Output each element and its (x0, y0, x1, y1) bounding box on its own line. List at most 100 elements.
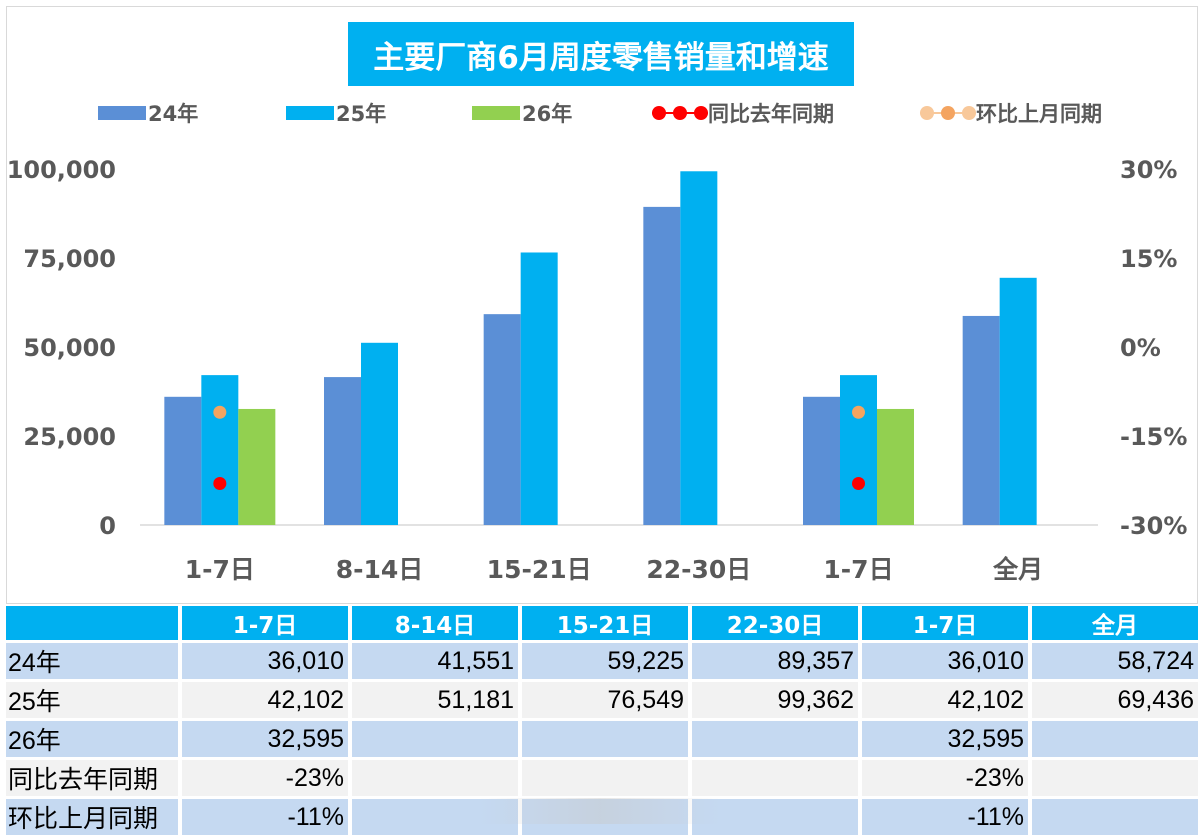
point-环比上月同期-0 (213, 405, 227, 419)
bar-25年-3 (680, 171, 718, 525)
data-table: 1-7日 8-14日 15-21日 22-30日 1-7日 全月 24年 36,010 41,5… (2, 603, 1202, 838)
bar-25年-5 (999, 277, 1037, 525)
table-cell: 58,724 (1032, 643, 1198, 679)
table-cell: 59,225 (522, 643, 688, 679)
table-row-label: 26年 (6, 721, 178, 757)
right-axis-tick-label: 30% (1120, 156, 1177, 184)
x-axis-ticks: 1-7日 8-14日 15-21日 22-30日 1-7日 全月 (185, 555, 1043, 584)
table-header-cell: 8-14日 (352, 606, 518, 640)
left-axis-ticks: 0 25,000 50,000 75,000 100,000 (7, 156, 116, 540)
table-cell: 99,362 (692, 682, 858, 718)
legend-label-yoy: 同比去年同期 (708, 102, 834, 126)
legend-label-24: 24年 (148, 102, 199, 126)
table-cell (692, 799, 858, 835)
right-axis-ticks: -30% -15% 0% 15% 30% (1120, 156, 1187, 540)
table-cell (352, 721, 518, 757)
left-axis-tick-label: 50,000 (23, 334, 116, 362)
table-header-cell: 1-7日 (862, 606, 1028, 640)
point-环比上月同期-4 (852, 405, 865, 419)
table-row-label: 同比去年同期 (6, 760, 178, 796)
table-cell: 42,102 (182, 682, 348, 718)
bar-24年-2 (483, 314, 521, 525)
table-cell (352, 760, 518, 796)
bar-25年-1 (361, 342, 398, 525)
table-cell: -11% (862, 799, 1028, 835)
left-axis-tick-label: 0 (99, 512, 116, 540)
legend-swatch-25 (286, 106, 334, 120)
right-axis-tick-label: 15% (1120, 245, 1177, 273)
table-cell: 69,436 (1032, 682, 1198, 718)
table-cell: 42,102 (862, 682, 1028, 718)
table-row-label: 24年 (6, 643, 178, 679)
x-tick-label: 1-7日 (823, 555, 893, 584)
table-header-cell (6, 606, 178, 640)
table-cell (1032, 799, 1198, 835)
table-row: 同比去年同期 -23% -23% (6, 760, 1198, 796)
table-cell: 32,595 (182, 721, 348, 757)
table-row: 26年 32,595 32,595 (6, 721, 1198, 757)
legend-item-24: 24年 (98, 98, 198, 128)
x-tick-label: 全月 (992, 555, 1043, 584)
point-同比去年同期-4 (852, 476, 865, 490)
table-cell: 89,357 (692, 643, 858, 679)
bar-25年-2 (520, 252, 558, 525)
left-axis-tick-label: 25,000 (23, 423, 116, 451)
legend-item-yoy: 同比去年同期 (652, 98, 834, 128)
table-cell: 32,595 (862, 721, 1028, 757)
table-cell (522, 760, 688, 796)
point-同比去年同期-0 (213, 476, 227, 490)
table-header-cell: 15-21日 (522, 606, 688, 640)
table-row: 25年 42,102 51,181 76,549 99,362 42,102 69,436 (6, 682, 1198, 718)
table-header-cell: 22-30日 (692, 606, 858, 640)
bar-26年-4 (877, 408, 914, 525)
legend-label-26: 26年 (522, 102, 573, 126)
chart-title: 主要厂商6月周度零售销量和增速 (348, 22, 854, 86)
legend-marker-mom (920, 105, 976, 121)
legend-label-25: 25年 (336, 102, 387, 126)
table-cell (1032, 721, 1198, 757)
table-cell: 41,551 (352, 643, 518, 679)
points-group (213, 405, 865, 490)
legend-marker-yoy (652, 105, 708, 121)
bar-24年-5 (962, 315, 1000, 525)
bar-24年-0 (164, 396, 202, 525)
left-axis-tick-label: 100,000 (7, 156, 116, 184)
bar-25年-0 (201, 375, 239, 525)
x-tick-label: 22-30日 (646, 555, 751, 584)
bar-24年-1 (324, 377, 361, 525)
table-row: 环比上月同期 -11% -11% (6, 799, 1198, 835)
watermark (480, 798, 720, 824)
table-row-label: 环比上月同期 (6, 799, 178, 835)
table-cell (522, 799, 688, 835)
table-cell: -11% (182, 799, 348, 835)
table-cell (1032, 760, 1198, 796)
x-tick-label: 1-7日 (185, 555, 255, 584)
legend-label-mom: 环比上月同期 (976, 102, 1102, 126)
table-cell: 76,549 (522, 682, 688, 718)
bar-26年-0 (238, 408, 276, 525)
bar-25年-4 (840, 375, 877, 525)
legend-item-25: 25年 (286, 98, 386, 128)
chart-legend: 24年 25年 26年 同比去年同期 环比上月同期 (0, 98, 1204, 128)
table-cell (522, 721, 688, 757)
table-cell: 36,010 (182, 643, 348, 679)
right-axis-tick-label: -30% (1120, 512, 1187, 540)
left-axis-tick-label: 75,000 (23, 245, 116, 273)
table-cell (692, 760, 858, 796)
legend-swatch-26 (472, 106, 520, 120)
bar-24年-3 (643, 206, 681, 525)
table-row-label: 25年 (6, 682, 178, 718)
legend-swatch-24 (98, 106, 146, 120)
table-cell (692, 721, 858, 757)
right-axis-tick-label: -15% (1120, 423, 1187, 451)
table-cell: -23% (182, 760, 348, 796)
table-cell: 36,010 (862, 643, 1028, 679)
right-axis-tick-label: 0% (1120, 334, 1161, 362)
table-cell: -23% (862, 760, 1028, 796)
legend-item-mom: 环比上月同期 (920, 98, 1102, 128)
table-row: 24年 36,010 41,551 59,225 89,357 36,010 58,724 (6, 643, 1198, 679)
x-tick-label: 8-14日 (336, 555, 424, 584)
table-cell: 51,181 (352, 682, 518, 718)
table-header-cell: 全月 (1032, 606, 1198, 640)
x-tick-label: 15-21日 (487, 555, 592, 584)
